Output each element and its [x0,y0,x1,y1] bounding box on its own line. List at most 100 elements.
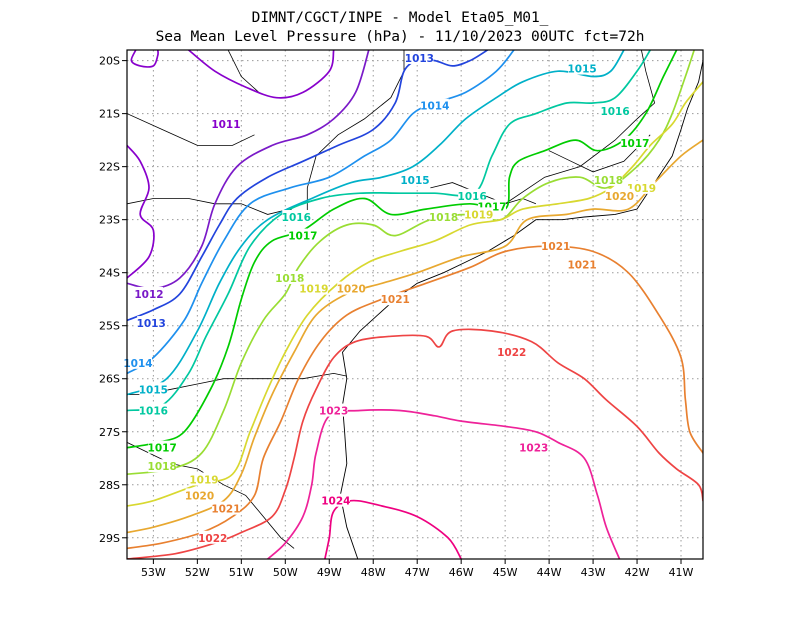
x-tick-label: 44W [537,566,562,579]
isobar-label-1013: 1013 [137,318,166,330]
isobar-1023 [266,409,621,559]
isobar-label-1018: 1018 [148,461,177,473]
isobar-label-bg [185,488,214,502]
y-tick-label: 22S [99,161,120,174]
x-tick-label: 51W [229,566,254,579]
isobar-label-bg [464,207,493,221]
isobar-label-bg [605,188,634,202]
plot-frame [126,49,704,560]
x-tick-label: 53W [141,566,166,579]
isobar-label-bg [458,188,487,202]
isobar-label-bg [627,180,656,194]
y-tick-label: 29S [99,532,120,545]
isobar-label-bg [401,172,429,186]
isobar-label-1013: 1013 [405,53,434,65]
isobar-1022 [127,328,703,559]
isobar-label-bg [568,61,597,75]
x-tick-label: 47W [405,566,430,579]
y-tick-label: 26S [99,373,120,386]
y-tick-label: 28S [99,479,120,492]
isobar-label-1020: 1020 [337,284,366,296]
isobar-label-1019: 1019 [464,209,493,221]
isobar-1016 [127,50,652,412]
isobar-label-1017: 1017 [288,231,317,243]
isobar-1013 [127,50,489,322]
isobar-label-bg [123,355,152,369]
isobar-label-bg [137,316,166,330]
isobar-label-1015: 1015 [400,175,429,187]
isobar-label-1022: 1022 [497,347,526,359]
isobar-label-1016: 1016 [282,212,311,224]
x-tick-label: 48W [361,566,386,579]
state-border [548,134,651,173]
isobar-label-1024: 1024 [321,496,350,508]
isobar-label-1021: 1021 [541,241,570,253]
isobar-label-1021: 1021 [381,294,410,306]
x-tick-label: 46W [449,566,474,579]
isobar-label-1023: 1023 [519,443,548,455]
isobar-1011 [127,144,155,279]
y-tick-label: 23S [99,214,120,227]
isobar-label-bg [405,50,434,64]
isobar-label-1019: 1019 [627,183,656,195]
isobar-label-bg [299,281,328,295]
isobar-1020 [127,139,703,534]
y-tick-label: 24S [99,267,120,280]
isobar-label-1018: 1018 [275,273,304,285]
isobar-label-1018: 1018 [429,212,458,224]
isobar-label-bg [337,281,366,295]
isobar-label-bg [211,117,240,131]
y-tick-label: 25S [99,320,120,333]
x-tick-label: 45W [493,566,518,579]
isobar-label-1020: 1020 [605,191,634,203]
x-tick-label: 41W [669,566,694,579]
isobar-label-bg [620,135,649,149]
y-tick-label: 20S [99,55,120,68]
state-border [127,113,255,146]
isobar-label-bg [568,257,597,271]
y-tick-label: 27S [99,426,120,439]
state-border [227,50,260,93]
isobar-label-1021: 1021 [567,260,596,272]
isobar-label-1020: 1020 [185,490,214,502]
isobar-label-bg [275,270,304,284]
isobar-label-1016: 1016 [139,406,168,418]
isobar-label-bg [497,345,526,359]
isobar-label-bg [381,292,410,306]
isobar-label-1017: 1017 [148,443,177,455]
isobar-label-1019: 1019 [189,474,218,486]
isobar-label-1018: 1018 [594,175,623,187]
isobar-1021 [127,245,703,550]
state-border [127,198,308,221]
chart-subtitle: Sea Mean Level Pressure (hPa) - 11/10/20… [156,29,645,45]
isobar-1024 [324,499,463,559]
isobar-label-bg [148,459,177,473]
isobar-label-bg [541,239,570,253]
isobar-1011 [130,50,159,68]
y-tick-label: 21S [99,108,120,121]
isobar-label-1014: 1014 [420,101,449,113]
isobar-1014 [127,50,515,375]
isobar-label-1019: 1019 [299,284,328,296]
isobar-1015 [127,50,625,396]
isobar-label-bg [198,530,227,544]
isobar-label-1016: 1016 [600,106,629,118]
x-tick-label: 42W [625,566,650,579]
state-border [127,442,295,549]
chart-title: DIMNT/CGCT/INPE - Model Eta05_M01_ [252,10,549,26]
x-tick-label: 50W [273,566,298,579]
isobar-label-1015: 1015 [139,384,168,396]
coastline [339,60,703,559]
isobar-label-bg [211,501,240,515]
isobar-label-bg [139,382,168,396]
isobar-layer [127,50,703,559]
isobar-label-1015: 1015 [567,64,596,76]
isobar-label-1017: 1017 [620,138,649,150]
isobar-label-bg [429,210,458,224]
isobar-1018 [127,50,696,476]
isobar-label-bg [594,172,623,186]
isobar-label-bg [319,403,348,417]
isobar-label-bg [148,440,177,454]
state-border [504,50,656,205]
